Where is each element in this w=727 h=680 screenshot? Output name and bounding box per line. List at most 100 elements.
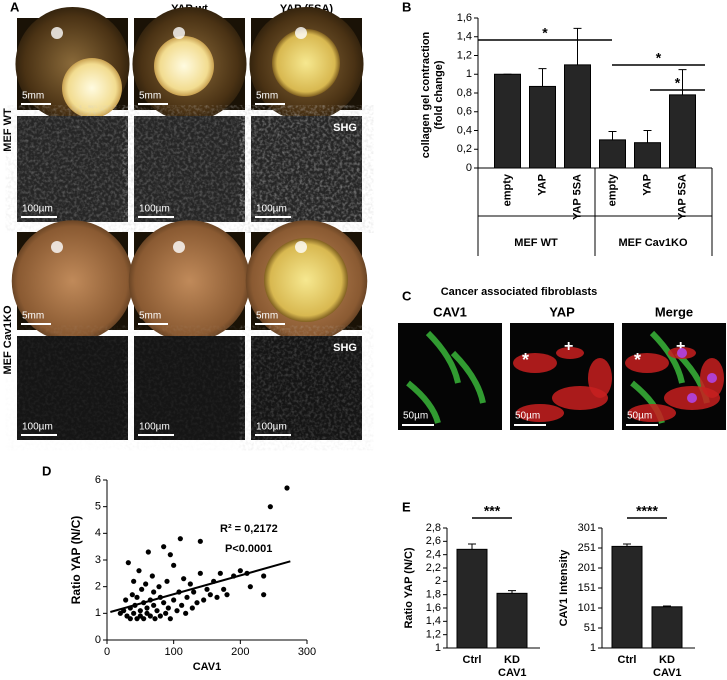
point — [127, 616, 133, 622]
point — [177, 536, 183, 542]
y-tick-label: 151 — [578, 582, 596, 594]
bar — [529, 85, 556, 169]
bar — [494, 73, 521, 169]
micro-texture — [251, 116, 362, 222]
scale-label: 50µm — [627, 411, 652, 422]
scale-label: 5mm — [22, 91, 44, 102]
x-tick-label: 0 — [104, 646, 110, 658]
y-tick-label: 0 — [95, 634, 101, 646]
panel-letter: A — [10, 0, 20, 14]
y-tick-label: 4 — [95, 527, 101, 539]
point — [197, 538, 203, 544]
point — [261, 573, 267, 579]
point — [267, 504, 273, 510]
point — [201, 597, 207, 603]
shg-image: 100µm — [17, 116, 128, 222]
cav1-stain — [649, 330, 685, 384]
y-tick-label: 1 — [95, 607, 101, 619]
yap-cell — [513, 353, 557, 373]
y-tick-label: 51 — [584, 622, 596, 634]
point — [247, 584, 253, 590]
dish-photo: 5mm — [245, 220, 368, 342]
reflection — [51, 241, 63, 253]
significance-label: * — [656, 50, 662, 66]
cav1-stain — [406, 380, 441, 424]
x-tick-label: empty — [606, 173, 618, 206]
cav1-stain — [450, 350, 486, 404]
point — [167, 616, 173, 622]
reflection — [173, 241, 185, 253]
panel-c-title: Cancer associated fibroblasts — [441, 286, 598, 298]
point — [161, 544, 167, 550]
point — [165, 605, 171, 611]
x-tick-label: YAP 5SA — [676, 174, 688, 220]
micro-texture — [251, 336, 362, 440]
row-header: MEF WT — [2, 108, 14, 152]
x-tick-label: KD CAV1 — [653, 654, 682, 679]
point — [131, 610, 137, 616]
gel — [154, 36, 214, 96]
panel-letter: B — [402, 0, 411, 14]
y-tick-label: 251 — [578, 542, 596, 554]
bar — [634, 142, 661, 169]
stat-annotation: R² = 0,2172 — [220, 523, 278, 535]
y-tick-label: 6 — [95, 474, 101, 486]
micrograph — [398, 323, 502, 430]
x-tick-label: YAP 5SA — [571, 174, 583, 220]
bar — [651, 606, 683, 649]
scale-label: 5mm — [139, 311, 161, 322]
y-axis-label: (fold change) — [433, 60, 445, 129]
yap-cell — [628, 404, 676, 422]
y-axis-label: CAV1 Intensity — [558, 549, 570, 627]
stat-annotation: P<0.0001 — [225, 543, 272, 555]
group-label: MEF WT — [514, 237, 558, 249]
cav1-stain — [425, 330, 461, 384]
reflection — [295, 27, 307, 39]
shg-label: SHG — [333, 122, 357, 134]
point — [179, 602, 185, 608]
channel-label: CAV1 — [433, 304, 467, 319]
dish-photo: 5mm — [15, 6, 130, 122]
dish-photo: 5mm — [249, 6, 364, 122]
x-tick-label: KD CAV1 — [498, 654, 527, 679]
panel-letter: D — [42, 463, 51, 478]
point — [214, 594, 220, 600]
panel-letter: E — [402, 499, 411, 514]
dish — [11, 220, 134, 342]
scale-label: 100µm — [22, 204, 53, 215]
scale-label: 100µm — [22, 422, 53, 433]
y-tick-label: 201 — [578, 562, 596, 574]
reflection — [173, 27, 185, 39]
error-bar — [508, 590, 516, 594]
scale-label: 100µm — [256, 204, 287, 215]
marker: + — [676, 338, 685, 355]
x-tick-label: Ctrl — [617, 654, 637, 666]
y-tick-label: 1 — [435, 642, 441, 654]
channel-label: YAP — [549, 304, 575, 319]
gel — [264, 238, 348, 322]
micro-texture — [134, 336, 245, 440]
channel-label: Merge — [655, 304, 693, 319]
point — [171, 597, 177, 603]
point — [191, 589, 197, 595]
point — [151, 602, 157, 608]
y-tick-label: 2,4 — [426, 549, 441, 561]
bar — [669, 94, 696, 169]
error-bar — [623, 543, 631, 547]
y-tick-label: 301 — [578, 522, 596, 534]
y-tick-label: 1,2 — [426, 629, 441, 641]
y-tick-label: 101 — [578, 602, 596, 614]
point — [167, 552, 173, 558]
y-tick-label: 2,6 — [426, 535, 441, 547]
gel — [272, 29, 340, 97]
shg-image: 100µm SHG — [251, 116, 362, 222]
bar — [496, 592, 528, 649]
scale-label: 50µm — [515, 411, 540, 422]
dish-photo: 5mm — [11, 220, 134, 342]
x-tick-label: Ctrl — [462, 654, 482, 666]
y-axis-label: Ratio YAP (N/C) — [403, 547, 415, 628]
point — [184, 594, 190, 600]
micro-texture — [17, 116, 128, 222]
